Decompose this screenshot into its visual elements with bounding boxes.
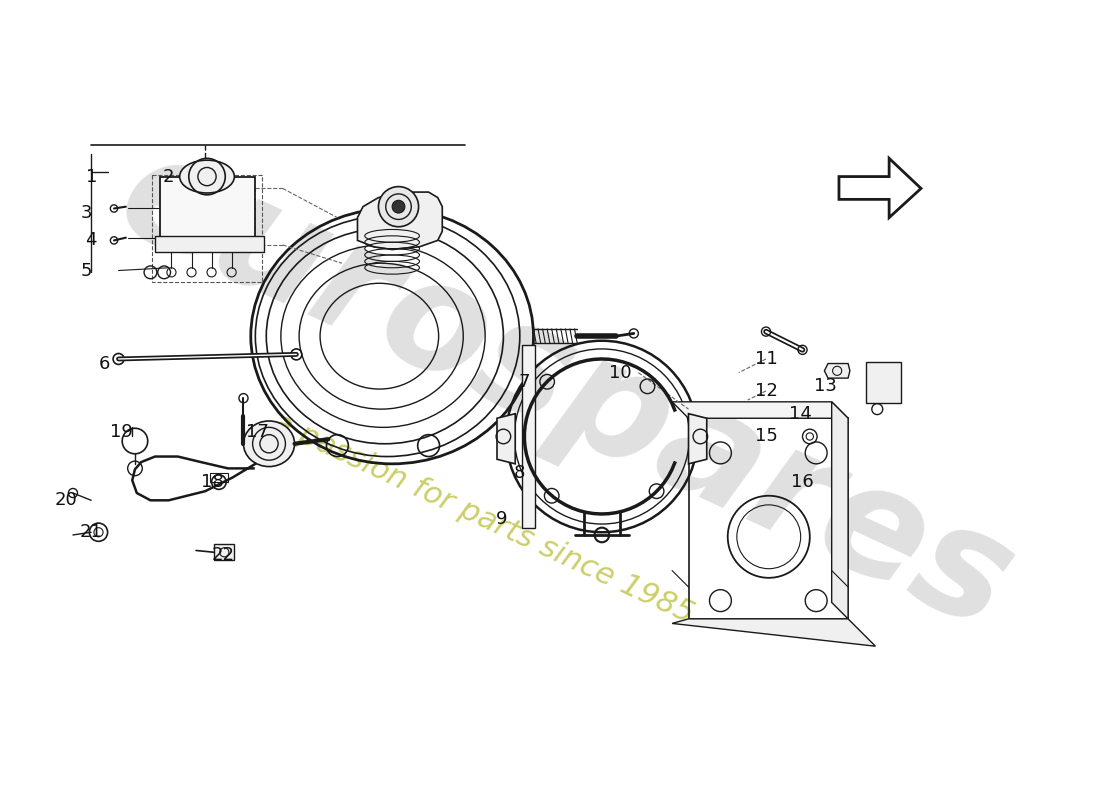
Polygon shape	[358, 192, 442, 250]
Polygon shape	[672, 619, 876, 646]
Text: 1: 1	[86, 167, 97, 186]
Bar	[152, 174, 262, 282]
Text: 13: 13	[814, 378, 837, 395]
Text: 22: 22	[212, 546, 235, 564]
Circle shape	[378, 186, 419, 226]
Bar	[155, 236, 264, 252]
Text: 12: 12	[755, 382, 778, 400]
Bar	[521, 346, 536, 528]
Text: 11: 11	[755, 350, 778, 368]
Polygon shape	[832, 402, 848, 619]
Text: 15: 15	[755, 427, 778, 446]
Text: 21: 21	[80, 523, 102, 542]
Ellipse shape	[179, 160, 234, 193]
Text: 5: 5	[81, 262, 92, 279]
Text: 6: 6	[99, 354, 111, 373]
Text: a passion for parts since 1985: a passion for parts since 1985	[268, 408, 698, 629]
Text: 7: 7	[518, 373, 530, 390]
Polygon shape	[824, 363, 850, 378]
Text: 2: 2	[163, 167, 175, 186]
Text: 18: 18	[201, 473, 224, 491]
Circle shape	[392, 200, 405, 213]
Bar	[160, 177, 255, 241]
Text: 20: 20	[54, 491, 77, 510]
Text: 19: 19	[110, 423, 133, 441]
Text: 8: 8	[514, 464, 526, 482]
Bar	[867, 362, 901, 402]
Polygon shape	[497, 414, 515, 464]
Bar	[210, 473, 228, 482]
Polygon shape	[672, 402, 848, 418]
Text: 17: 17	[245, 423, 268, 441]
Text: 10: 10	[608, 364, 631, 382]
Text: 9: 9	[496, 510, 507, 527]
Text: 16: 16	[791, 473, 814, 491]
Text: eurospares: eurospares	[96, 119, 1035, 662]
Text: 4: 4	[86, 231, 97, 250]
Text: 3: 3	[81, 204, 92, 222]
Polygon shape	[689, 414, 706, 464]
Text: 14: 14	[789, 405, 812, 422]
Ellipse shape	[243, 421, 295, 466]
Bar	[214, 544, 234, 561]
